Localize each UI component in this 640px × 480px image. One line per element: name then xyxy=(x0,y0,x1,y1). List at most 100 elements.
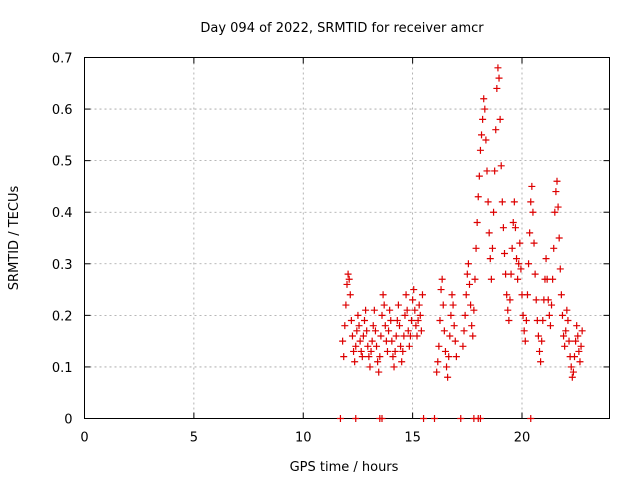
y-tick-label: 0.1 xyxy=(52,361,73,376)
data-point xyxy=(420,415,428,422)
y-axis-label: SRMTID / TECUs xyxy=(7,186,22,291)
y-tick-label: 0 xyxy=(64,413,72,428)
data-point xyxy=(358,353,366,361)
data-point xyxy=(463,270,471,278)
data-point xyxy=(534,332,542,340)
data-point xyxy=(510,198,518,206)
data-point xyxy=(441,347,449,355)
data-point xyxy=(482,136,490,144)
data-point xyxy=(573,322,581,330)
data-point xyxy=(369,322,377,330)
data-point xyxy=(472,244,480,252)
data-point xyxy=(397,342,405,350)
data-point xyxy=(367,347,375,355)
y-tick-label: 0.4 xyxy=(52,206,73,221)
data-point xyxy=(394,301,402,309)
x-tick-label: 0 xyxy=(80,431,88,446)
data-point xyxy=(460,327,468,335)
data-point xyxy=(401,311,409,319)
data-point xyxy=(521,337,529,345)
data-point xyxy=(357,347,365,355)
data-point xyxy=(496,115,504,123)
data-point xyxy=(572,337,580,345)
data-point xyxy=(366,363,374,371)
data-point xyxy=(484,198,492,206)
data-point xyxy=(470,306,478,314)
data-point xyxy=(469,332,477,340)
data-point xyxy=(438,275,446,283)
data-point xyxy=(393,317,401,325)
data-point xyxy=(551,208,559,216)
data-point xyxy=(362,306,370,314)
data-point xyxy=(571,353,578,361)
data-point xyxy=(532,296,540,304)
data-point xyxy=(350,347,358,355)
data-point xyxy=(486,255,494,263)
data-point xyxy=(471,275,479,283)
data-point xyxy=(415,301,423,309)
data-point xyxy=(491,167,499,175)
data-point xyxy=(374,358,382,366)
data-point xyxy=(517,265,525,273)
data-point xyxy=(494,64,502,72)
data-point xyxy=(508,244,516,252)
data-point xyxy=(576,358,584,366)
data-point xyxy=(554,203,562,211)
y-tick-label: 0.2 xyxy=(52,309,73,324)
data-point xyxy=(373,342,381,350)
data-point xyxy=(414,317,422,325)
data-point xyxy=(529,208,537,216)
data-point xyxy=(503,291,511,299)
data-point xyxy=(378,415,386,422)
data-point xyxy=(448,291,456,299)
data-point xyxy=(402,291,410,299)
data-point xyxy=(403,306,411,314)
data-point xyxy=(515,260,523,268)
data-point xyxy=(341,322,349,330)
data-point xyxy=(348,332,356,340)
x-tick-label: 5 xyxy=(190,431,198,446)
data-point xyxy=(437,286,445,294)
data-point xyxy=(468,322,476,330)
y-tick-labels: 0 0.1 0.2 0.3 0.4 0.5 0.6 0.7 xyxy=(52,52,73,428)
data-point xyxy=(385,327,393,335)
data-point xyxy=(413,332,421,340)
data-point xyxy=(561,342,569,350)
axis-ticks xyxy=(84,57,610,419)
data-point xyxy=(347,317,355,325)
data-point xyxy=(371,327,379,335)
data-point xyxy=(466,280,473,288)
data-point xyxy=(528,182,536,190)
data-point xyxy=(457,415,465,422)
data-point xyxy=(377,332,385,340)
data-point xyxy=(499,224,507,232)
data-point xyxy=(447,311,455,319)
data-point xyxy=(418,291,426,299)
y-tick-label: 0.3 xyxy=(52,258,73,273)
x-tick-label: 20 xyxy=(514,431,531,446)
data-point xyxy=(536,347,543,355)
data-point xyxy=(505,317,513,325)
grid-lines xyxy=(84,57,610,419)
data-point xyxy=(479,115,487,123)
data-point xyxy=(354,311,362,319)
data-point xyxy=(410,286,418,294)
data-point xyxy=(475,172,483,180)
data-point xyxy=(552,188,560,196)
data-point xyxy=(352,415,360,422)
data-point xyxy=(408,317,416,325)
data-point xyxy=(345,275,353,283)
data-point xyxy=(542,255,550,263)
data-point xyxy=(450,322,458,330)
data-point xyxy=(538,337,546,345)
data-point xyxy=(530,239,538,247)
data-point xyxy=(353,327,361,335)
data-point xyxy=(406,332,414,340)
data-point xyxy=(435,342,443,350)
data-point xyxy=(481,105,489,113)
data-points xyxy=(336,64,586,422)
data-point xyxy=(549,275,557,283)
data-point xyxy=(562,327,570,335)
data-point xyxy=(488,244,496,252)
